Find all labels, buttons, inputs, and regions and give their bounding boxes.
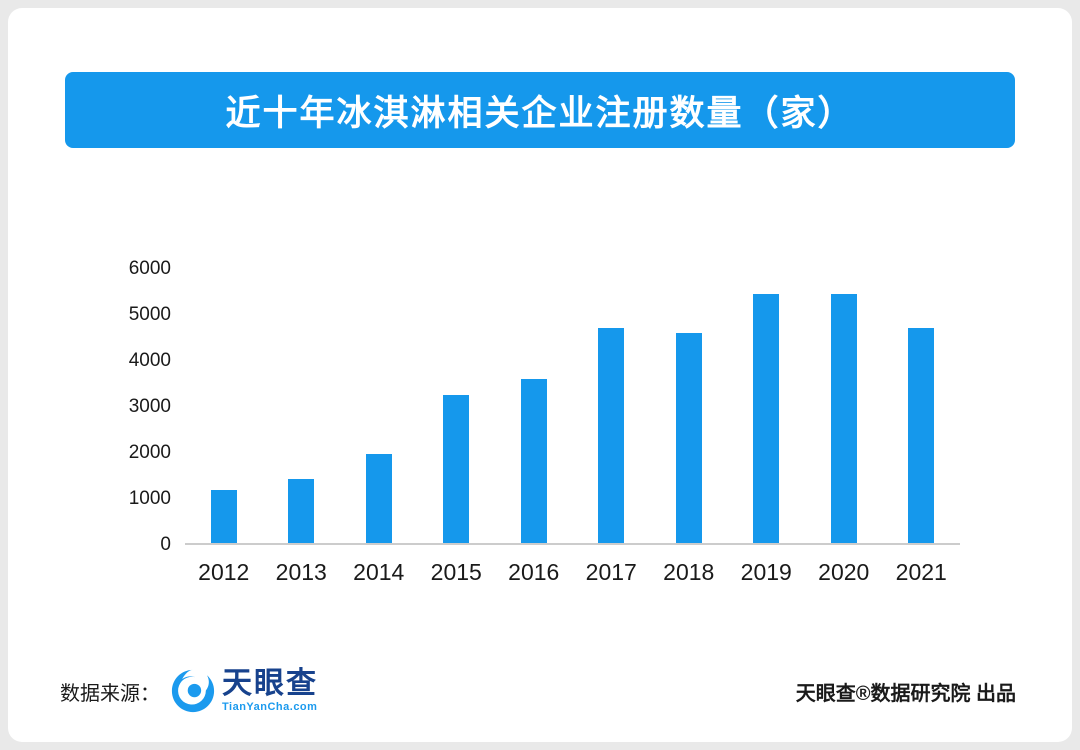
y-tick-label: 6000 — [128, 258, 171, 279]
logo-text: 天眼查 — [222, 667, 318, 700]
bar — [908, 328, 935, 543]
bar — [675, 332, 702, 543]
bar-column — [418, 269, 496, 543]
x-axis-label: 2016 — [508, 559, 560, 585]
tianyancha-logo-icon — [171, 669, 215, 713]
x-axis-label: 2014 — [353, 559, 405, 585]
chart-title: 近十年冰淇淋相关企业注册数量（家） — [225, 93, 855, 133]
plot-area — [185, 269, 960, 545]
bar-column — [728, 269, 806, 543]
x-axis-label: 2020 — [818, 559, 870, 585]
bar-column — [185, 269, 263, 543]
bar — [753, 294, 780, 543]
bar — [288, 479, 315, 543]
title-banner: 近十年冰淇淋相关企业注册数量（家） — [65, 72, 1015, 148]
logo-subtext: TianYanCha.com — [222, 701, 318, 713]
bar — [520, 378, 547, 543]
bar — [210, 490, 237, 543]
x-axis: 2012 2013 2014 2015 2016 2017 2018 2019 2020 2021 — [185, 559, 960, 586]
x-axis-label: 2012 — [198, 559, 250, 585]
bars-row — [185, 269, 960, 543]
y-tick-label: 5000 — [128, 304, 171, 325]
x-axis-label: 2017 — [585, 559, 637, 585]
credit-text: 天眼查®数据研究院 出品 — [795, 682, 1016, 705]
bar-column — [650, 269, 728, 543]
bar-column — [883, 269, 961, 543]
x-axis-label: 2021 — [895, 559, 947, 585]
x-axis-label: 2018 — [663, 559, 715, 585]
x-axis-label: 2019 — [740, 559, 792, 585]
y-tick-label: 4000 — [128, 350, 171, 371]
bar — [365, 453, 392, 543]
y-tick-label: 3000 — [128, 396, 171, 417]
bar-column — [263, 269, 341, 543]
y-tick-label: 2000 — [128, 442, 171, 463]
y-axis: 0 1000 2000 3000 4000 5000 6000 — [128, 258, 185, 555]
y-tick-label: 0 — [160, 534, 171, 555]
bar — [443, 394, 470, 543]
tianyancha-logo: 天眼查 TianYanCha.com — [170, 668, 318, 714]
x-axis-label: 2015 — [430, 559, 482, 585]
bar — [830, 294, 857, 543]
bar — [598, 328, 625, 543]
bar-chart: 0 1000 2000 3000 4000 5000 6000 2012 2013 2014 20… — [128, 258, 960, 586]
bar-column — [340, 269, 418, 543]
bar-column — [573, 269, 651, 543]
bar-column — [805, 269, 883, 543]
source-label: 数据来源： — [60, 682, 160, 705]
y-tick-label: 1000 — [128, 488, 171, 509]
footer: 数据来源： 天眼查 TianYanCha.com 天眼查®数据研究院 出品 — [60, 668, 1016, 714]
chart-card: 近十年冰淇淋相关企业注册数量（家） 0 1000 2000 3000 4000 5000 6… — [8, 8, 1072, 742]
x-axis-label: 2013 — [275, 559, 327, 585]
data-source: 数据来源： 天眼查 TianYanCha.com — [60, 668, 318, 714]
bar-column — [495, 269, 573, 543]
